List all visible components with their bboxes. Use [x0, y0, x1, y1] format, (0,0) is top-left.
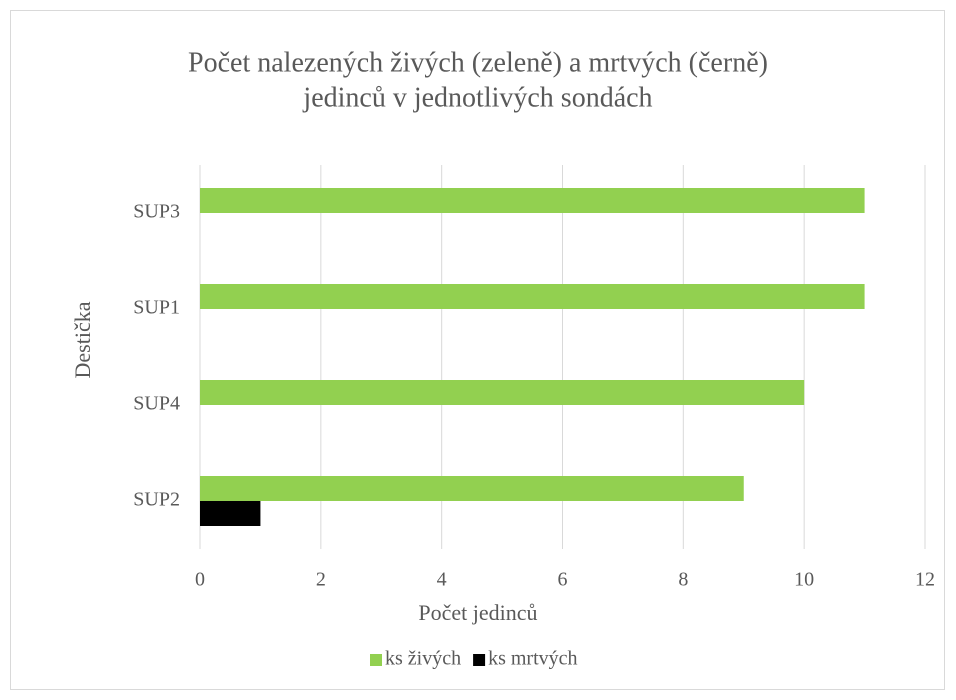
x-tick-label: 12 [915, 569, 935, 591]
y-axis-label: Destička [70, 301, 95, 378]
x-tick-label: 10 [794, 569, 814, 591]
legend-swatch [370, 654, 382, 666]
y-tick-label: SUP1 [133, 297, 180, 319]
y-tick-label: SUP4 [133, 393, 180, 415]
x-tick-label: 0 [195, 569, 205, 591]
y-tick-label: SUP2 [133, 489, 180, 511]
legend-label: ks živých [385, 648, 461, 670]
chart-border [10, 10, 945, 690]
bar [200, 476, 744, 501]
bar [200, 188, 865, 213]
chart-title: jedinců v jednotlivých sondách [302, 82, 652, 113]
x-axis-label: Počet jedinců [418, 600, 537, 625]
y-tick-label: SUP3 [133, 201, 180, 223]
x-tick-label: 8 [678, 569, 688, 591]
bar [200, 501, 261, 526]
chart-title: Počet nalezených živých (zeleně) a mrtvý… [188, 47, 768, 78]
x-tick-label: 2 [316, 569, 326, 591]
bar [200, 284, 865, 309]
bar [200, 380, 805, 405]
legend-label: ks mrtvých [488, 648, 577, 670]
x-tick-label: 6 [558, 569, 568, 591]
x-tick-label: 4 [437, 569, 447, 591]
legend-swatch [473, 654, 486, 666]
